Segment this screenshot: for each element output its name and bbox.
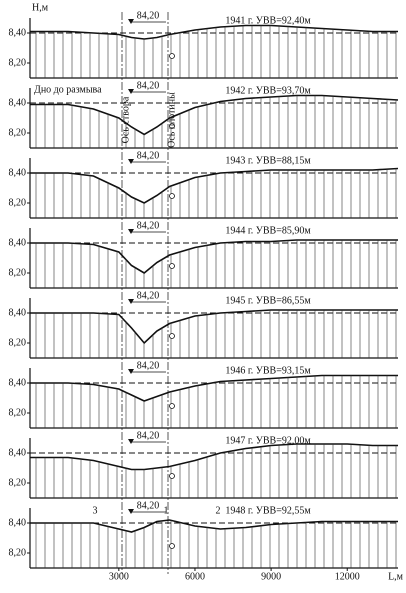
y-tick-label: 8,20 xyxy=(9,57,27,68)
panel-title: 1946 г. УВВ=93,15м xyxy=(225,365,311,376)
level-arrow xyxy=(128,89,134,94)
level-annotation: 84,20 xyxy=(137,80,160,91)
level-arrow xyxy=(128,19,134,24)
level-arrow xyxy=(128,439,134,444)
y-tick-label: 8,40 xyxy=(9,167,27,178)
x-tick-label: 3000 xyxy=(109,571,129,582)
level-annotation: 84,20 xyxy=(137,430,160,441)
panel-title: 1941 г. УВВ=92,40м xyxy=(225,15,311,26)
profile-line xyxy=(30,374,398,402)
y-tick-label: 8,20 xyxy=(9,337,27,348)
panel-title: 1948 г. УВВ=92,55м xyxy=(225,505,311,516)
panel-title: 1947 г. УВВ=92,00м xyxy=(225,435,311,446)
profile-line xyxy=(30,239,398,274)
y-tick-label: 8,20 xyxy=(9,127,27,138)
profile-line xyxy=(30,94,399,136)
marker xyxy=(169,263,175,269)
y-tick-label: 8,40 xyxy=(9,377,27,388)
level-arrow xyxy=(128,159,134,164)
profile-line xyxy=(30,443,398,471)
note: 2 xyxy=(216,505,221,516)
y-tick-label: 8,40 xyxy=(9,447,27,458)
panel-title: 1944 г. УВВ=85,90м xyxy=(225,225,311,236)
marker xyxy=(169,53,175,59)
level-arrow xyxy=(128,229,134,234)
marker xyxy=(169,403,175,409)
profile-line xyxy=(30,24,398,40)
level-annotation: 84,20 xyxy=(137,360,160,371)
panel-title: 1945 г. УВВ=86,55м xyxy=(225,295,311,306)
y-tick-label: 8,20 xyxy=(9,477,27,488)
profile-line xyxy=(30,167,399,204)
x-tick-label: 6000 xyxy=(185,571,205,582)
marker xyxy=(169,193,175,199)
marker xyxy=(169,333,175,339)
note: Ось плотины xyxy=(166,92,177,148)
y-tick-label: 8,40 xyxy=(9,97,27,108)
y-tick-label: 8,40 xyxy=(9,27,27,38)
panel-title: 1943 г. УВВ=88,15м xyxy=(225,155,311,166)
y-tick-label: 8,40 xyxy=(9,517,27,528)
y-tick-label: 8,40 xyxy=(9,307,27,318)
y-tick-label: 8,20 xyxy=(9,267,27,278)
panel-title: 1942 г. УВВ=93,70м xyxy=(225,85,311,96)
level-annotation: 84,20 xyxy=(137,220,160,231)
level-annotation: 84,20 xyxy=(137,290,160,301)
marker xyxy=(169,543,175,549)
note: 1 xyxy=(164,505,169,516)
y-tick-label: 8,20 xyxy=(9,197,27,208)
profile-line xyxy=(30,519,398,533)
note: 3 xyxy=(93,505,98,516)
note: Дно до размыва xyxy=(34,84,102,95)
level-arrow xyxy=(128,299,134,304)
marker xyxy=(169,473,175,479)
y-tick-label: 8,20 xyxy=(9,547,27,558)
level-arrow xyxy=(128,509,134,514)
x-tick-label: 12000 xyxy=(335,571,360,582)
y-tick-label: 8,20 xyxy=(9,407,27,418)
y-axis-label: Н,м xyxy=(32,2,49,13)
x-tick-label: 9000 xyxy=(261,571,281,582)
level-annotation: 84,20 xyxy=(137,10,160,21)
profile-line xyxy=(30,309,398,345)
level-annotation: 84,20 xyxy=(137,150,160,161)
note: Ось створа xyxy=(120,96,131,143)
level-arrow xyxy=(128,369,134,374)
level-annotation: 84,20 xyxy=(137,500,160,511)
x-axis-label: L,м xyxy=(388,571,404,582)
marker xyxy=(169,123,175,129)
y-tick-label: 8,40 xyxy=(9,237,27,248)
